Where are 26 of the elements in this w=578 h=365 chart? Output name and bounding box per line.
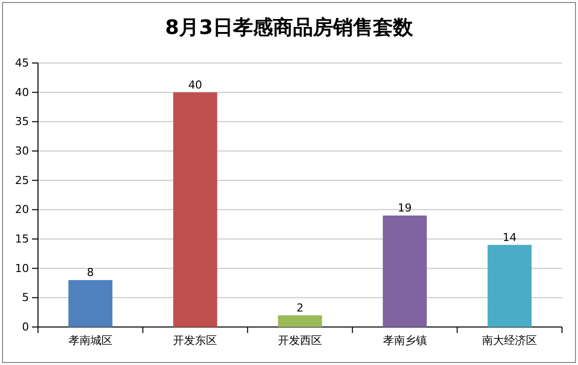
- data-label: 2: [296, 301, 304, 314]
- y-tick-label: 45: [15, 56, 29, 70]
- x-tick-label: 南大经济区: [482, 334, 538, 347]
- x-tick-label: 开发西区: [278, 334, 322, 347]
- data-label: 19: [398, 202, 412, 215]
- bar: [68, 280, 112, 327]
- y-tick-label: 20: [15, 203, 29, 216]
- y-tick-label: 25: [15, 174, 29, 187]
- y-tick-label: 0: [22, 320, 29, 334]
- x-tick-label: 开发东区: [173, 334, 218, 347]
- data-label: 8: [86, 266, 94, 280]
- y-tick-label: 35: [15, 115, 29, 128]
- x-tick-label: 孝南城区: [68, 334, 112, 347]
- y-tick-label: 30: [15, 144, 29, 158]
- y-tick-label: 40: [15, 86, 29, 99]
- chart-title: 8月3日孝感商品房销售套数: [165, 15, 414, 39]
- y-tick-label: 10: [15, 262, 29, 275]
- data-label: 14: [502, 230, 517, 244]
- x-tick-label: 孝南乡镇: [382, 334, 427, 347]
- bar: [278, 315, 322, 327]
- data-label: 40: [188, 78, 202, 92]
- y-tick-label: 5: [22, 291, 29, 304]
- y-tick-label: 15: [15, 232, 29, 246]
- bar: [173, 92, 218, 327]
- bar: [488, 244, 532, 327]
- bar: [382, 216, 427, 327]
